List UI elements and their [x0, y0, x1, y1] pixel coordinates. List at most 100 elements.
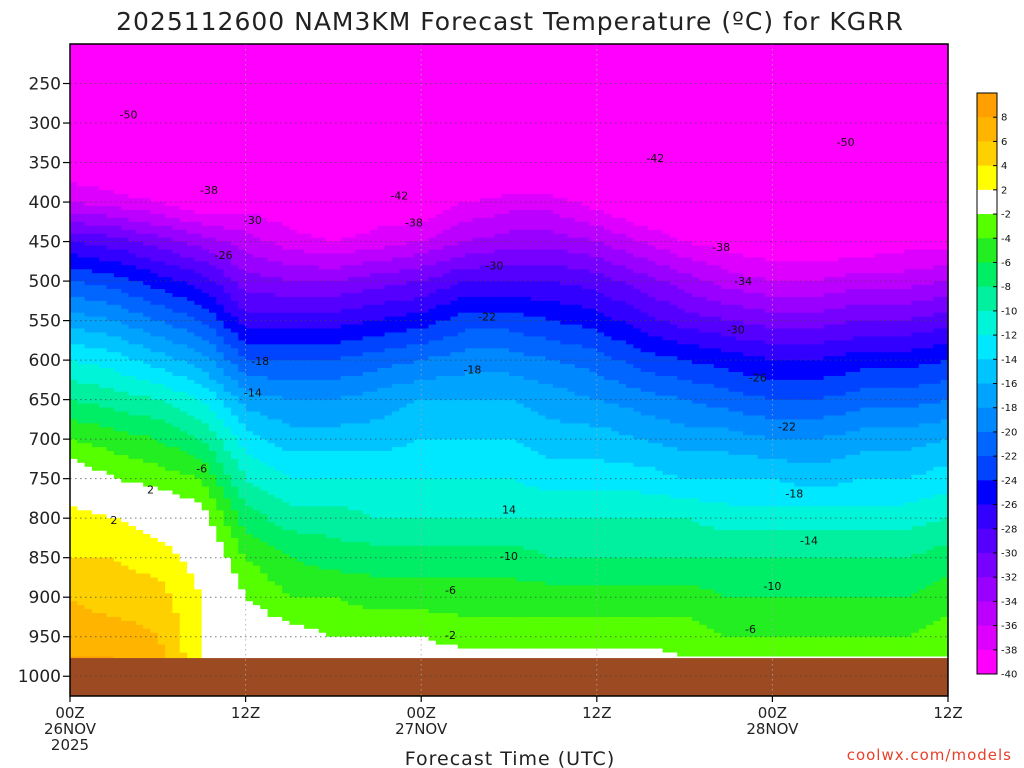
temperature-cell — [172, 411, 181, 417]
temperature-cell — [274, 613, 283, 618]
temperature-cell — [84, 565, 93, 571]
temperature-cell — [209, 530, 217, 535]
temperature-cell — [296, 202, 305, 207]
temperature-cell — [91, 447, 100, 452]
temperature-cell — [91, 526, 100, 531]
temperature-cell — [260, 328, 269, 334]
temperature-cell — [113, 221, 122, 227]
temperature-cell — [99, 462, 108, 468]
temperature-cell — [99, 170, 108, 175]
temperature-cell — [77, 328, 86, 334]
temperature-cell — [121, 510, 130, 515]
temperature-cell — [121, 83, 130, 89]
temperature-cell — [194, 51, 203, 57]
temperature-cell — [121, 403, 130, 409]
temperature-cell — [274, 609, 283, 614]
temperature-cell — [252, 324, 261, 330]
temperature-cell — [106, 620, 115, 626]
temperature-cell — [150, 581, 159, 586]
temperature-cell — [70, 466, 78, 472]
temperature-cell — [209, 190, 217, 195]
temperature-cell — [274, 478, 283, 484]
temperature-cell — [274, 83, 283, 89]
temperature-cell — [77, 348, 86, 353]
temperature-cell — [194, 304, 203, 310]
temperature-cell — [70, 490, 78, 496]
temperature-cell — [143, 478, 152, 484]
temperature-cell — [209, 581, 217, 586]
temperature-cell — [289, 166, 298, 172]
temperature-cell — [201, 375, 210, 381]
temperature-cell — [223, 387, 232, 393]
temperature-cell — [121, 443, 130, 448]
temperature-cell — [245, 324, 254, 330]
temperature-cell — [216, 265, 225, 270]
temperature-cell — [238, 443, 247, 448]
temperature-cell — [179, 644, 188, 650]
temperature-cell — [260, 577, 269, 582]
temperature-cell — [296, 221, 305, 227]
temperature-cell — [267, 261, 276, 266]
temperature-cell — [70, 162, 78, 168]
temperature-cell — [70, 174, 78, 179]
temperature-cell — [128, 454, 137, 460]
temperature-cell — [121, 399, 130, 405]
temperature-cell — [128, 158, 137, 164]
temperature-cell — [99, 194, 108, 199]
temperature-cell — [157, 281, 166, 286]
temperature-cell — [150, 518, 159, 523]
temperature-cell — [150, 233, 159, 239]
temperature-cell — [187, 107, 195, 112]
temperature-cell — [106, 253, 115, 258]
temperature-cell — [150, 332, 159, 338]
temperature-cell — [245, 364, 254, 369]
temperature-cell — [289, 111, 298, 116]
temperature-cell — [260, 162, 269, 168]
temperature-cell — [230, 178, 239, 183]
temperature-cell — [91, 249, 100, 255]
temperature-cell — [216, 589, 225, 594]
temperature-cell — [238, 561, 247, 567]
temperature-cell — [252, 632, 261, 638]
temperature-cell — [216, 130, 225, 136]
temperature-cell — [179, 202, 188, 207]
temperature-cell — [157, 300, 166, 306]
temperature-cell — [260, 613, 269, 618]
temperature-cell — [157, 190, 166, 195]
temperature-cell — [121, 209, 130, 215]
temperature-cell — [230, 83, 239, 89]
temperature-cell — [252, 209, 261, 215]
temperature-cell — [165, 648, 174, 654]
temperature-cell — [238, 178, 247, 183]
temperature-cell — [289, 411, 298, 417]
temperature-cell — [245, 198, 254, 203]
temperature-cell — [172, 292, 181, 298]
temperature-cell — [172, 415, 181, 420]
temperature-cell — [296, 482, 305, 488]
temperature-cell — [223, 549, 232, 555]
temperature-cell — [194, 403, 203, 409]
temperature-cell — [282, 605, 291, 610]
temperature-cell — [157, 494, 166, 500]
temperature-cell — [165, 340, 174, 345]
temperature-cell — [77, 194, 86, 199]
temperature-cell — [84, 198, 93, 203]
temperature-cell — [209, 640, 217, 646]
temperature-cell — [165, 565, 174, 571]
temperature-cell — [230, 466, 239, 472]
temperature-cell — [77, 411, 86, 417]
temperature-cell — [238, 47, 247, 53]
temperature-cell — [91, 609, 100, 614]
temperature-cell — [245, 609, 254, 614]
temperature-cell — [179, 158, 188, 164]
temperature-cell — [274, 454, 283, 460]
temperature-cell — [165, 395, 174, 401]
temperature-cell — [143, 170, 152, 175]
temperature-cell — [296, 415, 305, 420]
temperature-cell — [194, 202, 203, 207]
temperature-cell — [194, 221, 203, 227]
temperature-cell — [245, 593, 254, 598]
temperature-cell — [201, 257, 210, 262]
temperature-cell — [143, 399, 152, 405]
temperature-cell — [289, 486, 298, 492]
